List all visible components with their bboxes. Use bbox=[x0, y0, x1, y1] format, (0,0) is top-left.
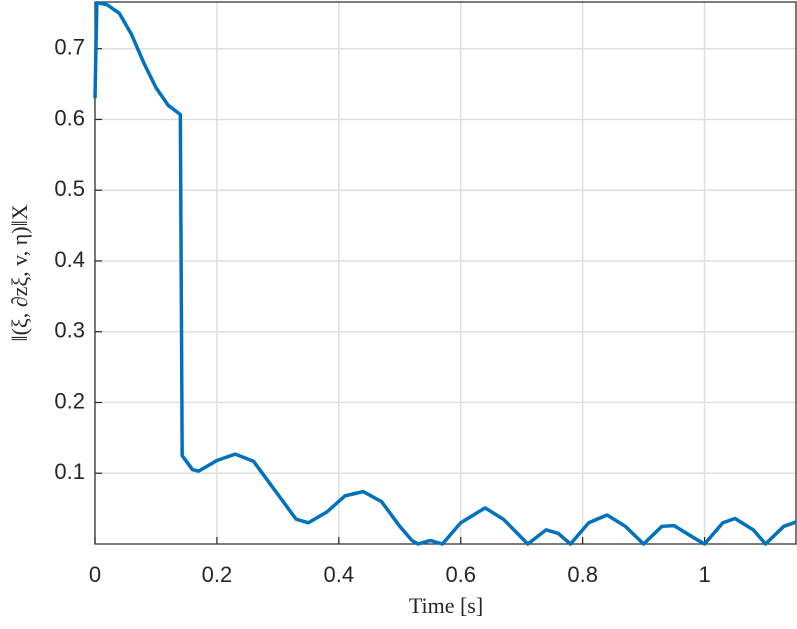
y-tick-label: 0.3 bbox=[54, 318, 85, 343]
data-line bbox=[93, 0, 797, 546]
y-tick-label: 0.6 bbox=[54, 105, 85, 130]
x-tick-label: 0.6 bbox=[445, 562, 476, 587]
axes-box bbox=[94, 1, 797, 545]
y-tick-label: 0.7 bbox=[54, 35, 85, 60]
x-axis-label: Time [s] bbox=[409, 593, 483, 618]
x-tick-label: 0.8 bbox=[567, 562, 598, 587]
x-tick-label: 0.2 bbox=[202, 562, 233, 587]
x-tick-label: 1 bbox=[698, 562, 710, 587]
y-axis-label: ‖(ξ, ∂zξ, v, η)‖X bbox=[7, 204, 32, 341]
y-tick-label: 0.4 bbox=[54, 247, 85, 272]
y-tick-label: 0.2 bbox=[54, 388, 85, 413]
x-tick-label: 0 bbox=[89, 562, 101, 587]
x-tick-label: 0.4 bbox=[324, 562, 355, 587]
y-tick-label: 0.5 bbox=[54, 176, 85, 201]
y-tick-label: 0.1 bbox=[54, 459, 85, 484]
